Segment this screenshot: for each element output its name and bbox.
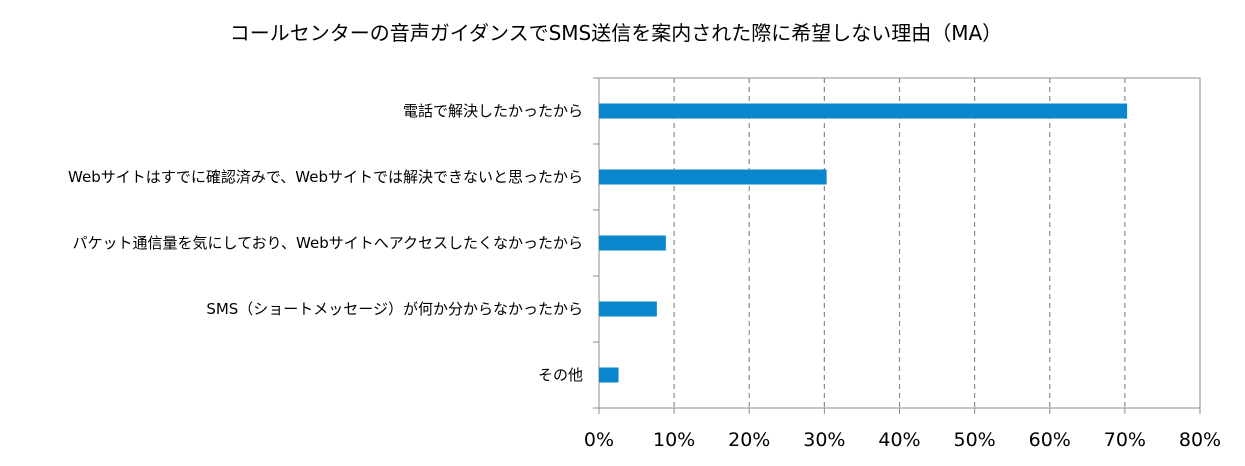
x-tick-label-30: 30% xyxy=(803,429,845,451)
category-labels: 電話で解決したかったから Webサイトはすでに確認済みで、Webサイトでは解決でき… xyxy=(68,102,583,384)
x-tick-label-40: 40% xyxy=(878,429,920,451)
x-tick-label-70: 70% xyxy=(1104,429,1146,451)
bar-2 xyxy=(599,169,827,185)
x-tick-label-10: 10% xyxy=(653,429,695,451)
x-tick-label-50: 50% xyxy=(954,429,996,451)
bar-4 xyxy=(599,301,657,317)
x-tick-label-80: 80% xyxy=(1179,429,1221,451)
bar-3 xyxy=(599,235,666,251)
x-tick-label-0: 0% xyxy=(584,429,614,451)
gridlines xyxy=(673,78,1126,408)
category-label-4: SMS（ショートメッセージ）が何か分からなかったから xyxy=(206,300,583,318)
x-tick-label-60: 60% xyxy=(1029,429,1071,451)
category-label-1: 電話で解決したかったから xyxy=(403,102,583,120)
category-label-5: その他 xyxy=(538,366,583,384)
category-label-3: パケット通信量を気にしており、Webサイトへアクセスしたくなかったから xyxy=(73,234,583,252)
x-tick-labels: 0% 10% 20% 30% 40% 50% 60% 70% 80% xyxy=(584,429,1221,451)
bar-1 xyxy=(599,103,1128,119)
bars xyxy=(599,103,1128,383)
category-label-2: Webサイトはすでに確認済みで、Webサイトでは解決できないと思ったから xyxy=(68,168,583,186)
chart-title: コールセンターの音声ガイダンスでSMS送信を案内された際に希望しない理由（MA） xyxy=(230,21,1002,45)
x-tick-label-20: 20% xyxy=(728,429,770,451)
bar-5 xyxy=(599,367,619,383)
